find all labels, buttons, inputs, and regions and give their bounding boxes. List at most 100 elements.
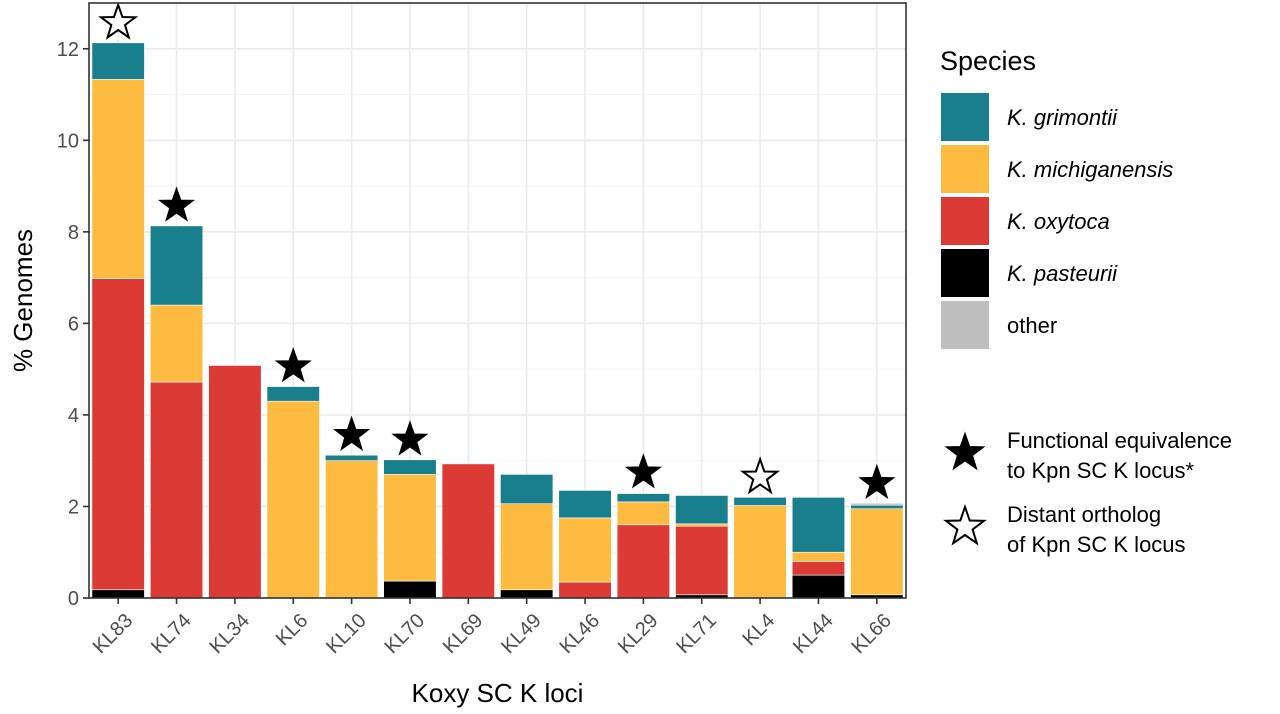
bar-segment-kl29-k-oxytoca — [616, 524, 670, 599]
filled-star-marker-kl66 — [858, 463, 896, 500]
bar-segment-kl49-k-grimontii — [500, 474, 554, 505]
bar-segment-kl46-k-michiganensis — [558, 517, 612, 583]
y-tick-label: 6 — [68, 313, 79, 335]
bar-group-kl69 — [441, 463, 495, 599]
y-axis-ticks: 0 2 4 6 8 10 12 — [57, 39, 89, 610]
x-tick-label-kl29: KL29 — [614, 610, 663, 659]
x-tick-label-kl49: KL49 — [497, 610, 546, 659]
x-tick-label-kl46: KL46 — [556, 610, 605, 659]
legend-open-star-icon — [943, 503, 987, 546]
bar-segment-kl83-k-grimontii — [91, 42, 145, 80]
legend-key-k-oxytoca — [941, 197, 989, 245]
bar-segment-kl83-k-pasteurii — [91, 589, 145, 599]
bar-segment-kl44-k-michiganensis — [791, 551, 846, 562]
y-tick-label: 2 — [68, 496, 79, 518]
bar-group-kl49 — [500, 474, 554, 599]
star-legend-label: to Kpn SC K locus* — [1007, 458, 1195, 483]
bar-group-kl46 — [558, 490, 612, 599]
x-tick-label-kl4: KL4 — [739, 610, 780, 651]
legend-key-k-pasteurii — [941, 249, 989, 297]
filled-star-marker-kl70 — [391, 420, 429, 456]
legend-label: K. pasteurii — [1007, 261, 1118, 286]
filled-star-marker-kl6 — [274, 347, 312, 383]
legend-title: Species — [940, 46, 1036, 76]
bar-segment-kl44-k-pasteurii — [791, 574, 846, 599]
bar-segment-kl6-k-grimontii — [266, 386, 320, 402]
bar-segment-kl71-k-michiganensis — [675, 523, 729, 527]
x-tick-label-kl34: KL34 — [205, 610, 254, 659]
bar-segment-kl34-k-oxytoca — [208, 365, 262, 599]
y-tick-label: 8 — [68, 222, 79, 244]
bar-segment-kl44-k-oxytoca — [791, 561, 846, 576]
bar-segment-kl71-k-oxytoca — [675, 525, 729, 596]
plot-panel-border — [88, 2, 907, 599]
x-axis-title: Koxy SC K loci — [412, 678, 584, 708]
bar-segment-kl74-k-oxytoca — [149, 381, 204, 599]
star-markers — [98, 1, 896, 500]
bar-group-kl66 — [850, 502, 904, 599]
legend-label: K. michiganensis — [1007, 157, 1173, 182]
y-tick-label: 0 — [68, 588, 79, 610]
bar-segment-kl71-k-grimontii — [675, 495, 729, 525]
x-tick-label-kl10: KL10 — [322, 610, 371, 659]
bar-segment-kl83-k-oxytoca — [91, 278, 145, 591]
bar-group-kl34 — [208, 365, 262, 599]
filled-star-marker-kl10 — [333, 415, 371, 451]
x-tick-label-kl69: KL69 — [439, 610, 488, 659]
bar-segment-kl46-k-oxytoca — [558, 581, 612, 599]
star-legend-label: of Kpn SC K locus — [1007, 532, 1186, 557]
legend-label: K. oxytoca — [1007, 209, 1110, 234]
bar-segment-kl4-k-grimontii — [733, 497, 787, 506]
bar-group-kl6 — [266, 386, 320, 599]
bar-segment-kl69-k-oxytoca — [441, 463, 495, 599]
star-legend-label: Functional equivalence — [1007, 428, 1232, 453]
open-star-marker-kl4 — [740, 456, 781, 495]
bar-group-kl29 — [616, 492, 670, 599]
legend-key-k-grimontii — [941, 93, 989, 141]
bar-segment-kl83-k-michiganensis — [91, 79, 145, 279]
bar-segment-kl66-k-grimontii — [850, 504, 904, 510]
bar-segment-kl74-k-michiganensis — [149, 304, 204, 383]
bar-group-kl4 — [733, 497, 787, 599]
y-tick-label: 4 — [68, 405, 79, 427]
bar-segment-kl10-k-michiganensis — [325, 460, 379, 599]
bar-group-kl10 — [325, 454, 379, 599]
x-tick-label-kl71: KL71 — [672, 610, 721, 659]
bar-segment-kl46-k-grimontii — [558, 490, 612, 519]
legend-label: K. grimontii — [1007, 105, 1118, 130]
legend: Species K. grimontii K. michiganensis K. o… — [940, 46, 1232, 557]
bar-segment-kl29-other — [616, 492, 670, 494]
legend-label: other — [1007, 313, 1057, 338]
bar-segment-kl6-k-michiganensis — [266, 400, 320, 599]
legend-filled-star-icon — [944, 431, 986, 471]
bar-segment-kl70-k-grimontii — [383, 459, 437, 475]
x-tick-label-kl70: KL70 — [381, 610, 430, 659]
bar-group-kl83 — [91, 42, 145, 599]
x-axis-ticks: KL83 KL74 KL34 KL6 KL10 KL70 KL69 KL49 KL46 KL29 K… — [89, 598, 896, 658]
bar-segment-kl70-k-michiganensis — [383, 474, 437, 582]
y-tick-label: 12 — [57, 39, 79, 61]
bar-group-kl71 — [675, 495, 729, 599]
bar-segment-kl29-k-michiganensis — [616, 501, 670, 526]
bar-segment-kl4-k-michiganensis — [733, 505, 787, 599]
x-tick-label-kl66: KL66 — [847, 610, 896, 659]
x-tick-label-kl74: KL74 — [147, 610, 196, 659]
bar-segment-kl29-k-grimontii — [616, 493, 670, 503]
bar-segment-kl44-k-grimontii — [791, 497, 846, 553]
legend-items: K. grimontii K. michiganensis K. oxytoca K.… — [941, 93, 1173, 349]
bars — [91, 42, 904, 599]
filled-star-marker-kl29 — [624, 453, 662, 489]
bar-segment-kl70-k-pasteurii — [383, 580, 437, 599]
x-tick-label-kl6: KL6 — [272, 610, 313, 651]
y-axis-title: % Genomes — [8, 229, 38, 372]
bar-segment-kl66-other — [850, 502, 904, 506]
bar-segment-kl49-k-michiganensis — [500, 503, 554, 591]
bar-segment-kl49-k-pasteurii — [500, 589, 554, 599]
x-tick-label-kl83: KL83 — [89, 610, 138, 659]
bar-group-kl44 — [791, 497, 846, 599]
bar-segment-kl10-k-grimontii — [325, 454, 379, 461]
filled-star-marker-kl74 — [157, 186, 196, 222]
bar-group-kl70 — [383, 459, 437, 599]
bar-segment-kl74-k-grimontii — [149, 225, 204, 306]
